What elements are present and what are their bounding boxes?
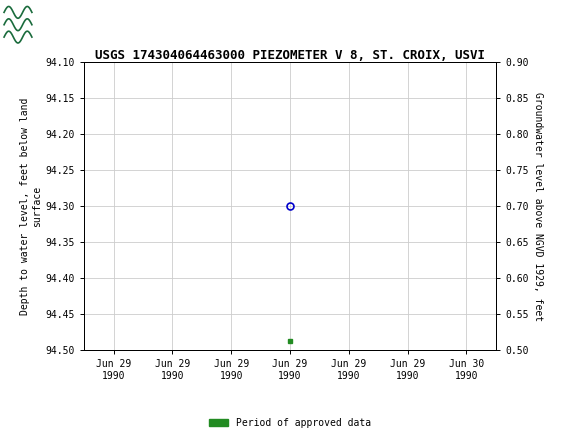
Y-axis label: Groundwater level above NGVD 1929, feet: Groundwater level above NGVD 1929, feet [532, 92, 543, 321]
Text: USGS 174304064463000 PIEZOMETER V 8, ST. CROIX, USVI: USGS 174304064463000 PIEZOMETER V 8, ST.… [95, 49, 485, 62]
Bar [3, 4, 52, 46]
Legend: Period of approved data: Period of approved data [205, 414, 375, 430]
Text: USGS: USGS [58, 17, 105, 32]
Y-axis label: Depth to water level, feet below land
surface: Depth to water level, feet below land su… [20, 98, 42, 315]
